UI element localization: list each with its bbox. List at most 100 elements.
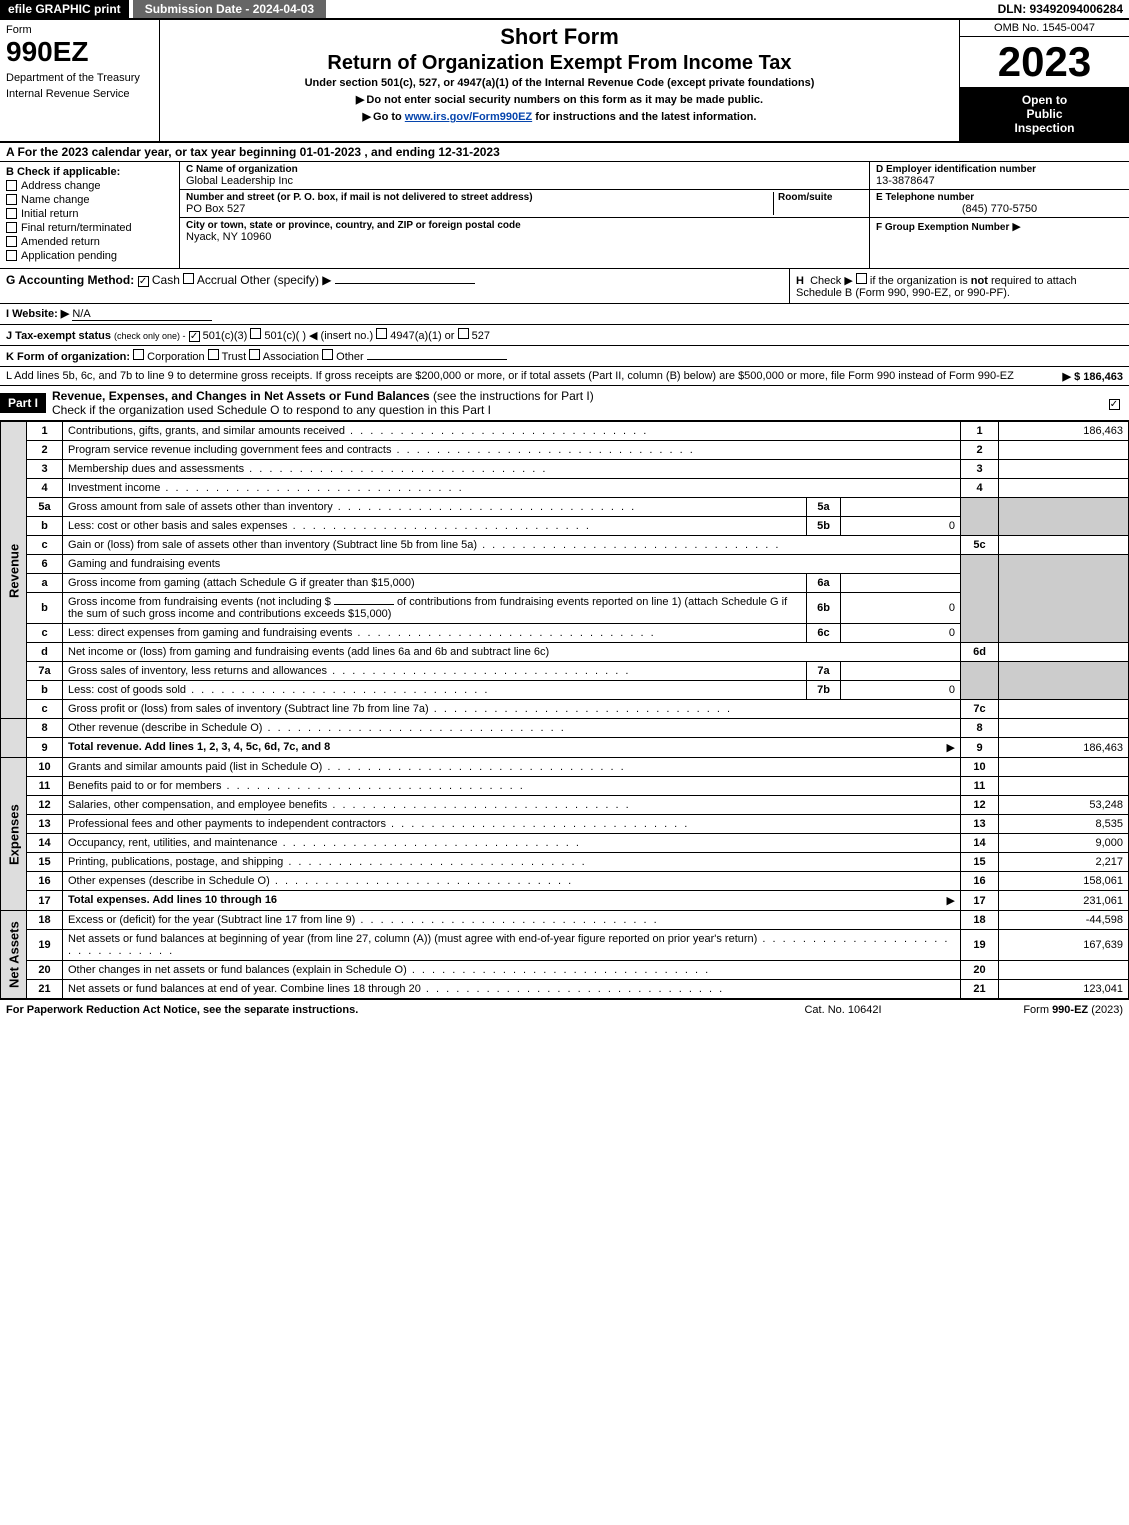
line-17-num: 17 (27, 891, 63, 911)
other-specify-input[interactable] (335, 283, 475, 284)
goto-pre: Go to (373, 111, 405, 123)
label-city: City or town, state or province, country… (186, 220, 863, 231)
open-line2: Public (964, 107, 1125, 121)
footer-form-pre: Form (1023, 1004, 1052, 1016)
line-20-desc: Other changes in net assets or fund bala… (68, 964, 710, 976)
row-k-form-of-org: K Form of organization: Corporation Trus… (0, 346, 1129, 367)
line-5b-iamt: 0 (841, 517, 961, 536)
line-19-amt: 167,639 (999, 930, 1129, 961)
checkbox-4947a1[interactable] (376, 328, 387, 339)
checkbox-schedule-o-used[interactable] (1109, 399, 1120, 410)
other-org-input[interactable] (367, 359, 507, 360)
checkbox-association[interactable] (249, 349, 260, 360)
section-b-c-d-e-f: B Check if applicable: Address change Na… (0, 162, 1129, 269)
line-10-amt (999, 758, 1129, 777)
line-14-amt: 9,000 (999, 834, 1129, 853)
line-14-box: 14 (961, 834, 999, 853)
open-line1: Open to (964, 93, 1125, 107)
line-18-amt: -44,598 (999, 911, 1129, 930)
line-2-amt (999, 441, 1129, 460)
label-address-change: Address change (21, 180, 101, 192)
line-6c-ibox: 6c (807, 624, 841, 643)
open-line3: Inspection (964, 121, 1125, 135)
line-12-box: 12 (961, 796, 999, 815)
line-16-box: 16 (961, 872, 999, 891)
line-4-num: 4 (27, 479, 63, 498)
label-other-specify: Other (specify) ▶ (240, 273, 331, 287)
line-17-desc: Total expenses. Add lines 10 through 16 (68, 894, 277, 906)
ssn-warning: Do not enter social security numbers on … (168, 93, 951, 106)
checkbox-527[interactable] (458, 328, 469, 339)
line-6b-blank[interactable] (334, 604, 394, 605)
label-group-exemption: F Group Exemption Number (876, 222, 1009, 233)
line-9-arrow: ▶ (947, 741, 955, 754)
checkbox-501c3[interactable] (189, 331, 200, 342)
row-g-accounting: G Accounting Method: Cash Accrual Other … (0, 269, 789, 303)
header-right: OMB No. 1545-0047 2023 Open to Public In… (959, 20, 1129, 141)
line-6d-box: 6d (961, 643, 999, 662)
checkbox-other-org[interactable] (322, 349, 333, 360)
line-3-box: 3 (961, 460, 999, 479)
checkbox-initial-return[interactable] (6, 208, 17, 219)
h-check-text: Check ▶ (810, 275, 853, 287)
line-4-amt (999, 479, 1129, 498)
line-13-amt: 8,535 (999, 815, 1129, 834)
line-11-box: 11 (961, 777, 999, 796)
row-i-website: I Website: ▶ N/A (0, 304, 1129, 325)
label-amended-return: Amended return (21, 236, 100, 248)
line-3-amt (999, 460, 1129, 479)
checkbox-accrual[interactable] (183, 273, 194, 284)
checkbox-corporation[interactable] (133, 349, 144, 360)
line-7b-iamt: 0 (841, 681, 961, 700)
line-6b-desc-wrap: Gross income from fundraising events (no… (63, 593, 807, 624)
line-16-amt: 158,061 (999, 872, 1129, 891)
form-header: Form 990EZ Department of the Treasury In… (0, 20, 1129, 143)
line-18-box: 18 (961, 911, 999, 930)
line-6-desc: Gaming and fundraising events (63, 555, 961, 574)
label-accounting-method: G Accounting Method: (6, 273, 134, 287)
checkbox-trust[interactable] (208, 349, 219, 360)
checkbox-address-change[interactable] (6, 180, 17, 191)
checkbox-application-pending[interactable] (6, 250, 17, 261)
label-form-of-org: K Form of organization: (6, 351, 130, 363)
dept-irs: Internal Revenue Service (6, 88, 153, 100)
subtitle: Under section 501(c), 527, or 4947(a)(1)… (168, 77, 951, 89)
line-1-box: 1 (961, 422, 999, 441)
irs-link[interactable]: www.irs.gov/Form990EZ (405, 111, 532, 123)
line-14-num: 14 (27, 834, 63, 853)
line-1-desc: Contributions, gifts, grants, and simila… (68, 425, 648, 437)
label-final-return: Final return/terminated (21, 222, 132, 234)
checkbox-final-return[interactable] (6, 222, 17, 233)
line-7b-ibox: 7b (807, 681, 841, 700)
line-7c-num: c (27, 700, 63, 719)
line-8-amt (999, 719, 1129, 738)
line-9-num: 9 (27, 738, 63, 758)
line-5c-box: 5c (961, 536, 999, 555)
label-name-change: Name change (21, 194, 90, 206)
checkbox-cash[interactable] (138, 276, 149, 287)
shade-7ab-amt (999, 662, 1129, 700)
line-6b-iamt: 0 (841, 593, 961, 624)
line-8-box: 8 (961, 719, 999, 738)
org-name: Global Leadership Inc (186, 175, 863, 187)
checkbox-501c[interactable] (250, 328, 261, 339)
submission-date: Submission Date - 2024-04-03 (133, 0, 326, 18)
h-text2: if the organization is (870, 275, 971, 287)
line-7b-desc: Less: cost of goods sold (68, 684, 489, 696)
line-6b-desc1: Gross income from fundraising events (no… (68, 596, 331, 608)
checkbox-amended-return[interactable] (6, 236, 17, 247)
row-l-text: L Add lines 5b, 6c, and 7b to line 9 to … (6, 370, 1014, 382)
line-20-num: 20 (27, 961, 63, 980)
line-7c-amt (999, 700, 1129, 719)
checkbox-name-change[interactable] (6, 194, 17, 205)
line-6a-iamt (841, 574, 961, 593)
line-2-desc: Program service revenue including govern… (68, 444, 695, 456)
line-8-desc: Other revenue (describe in Schedule O) (68, 722, 566, 734)
line-5c-amt (999, 536, 1129, 555)
line-5b-num: b (27, 517, 63, 536)
label-527: 527 (472, 330, 490, 342)
dept-treasury: Department of the Treasury (6, 72, 153, 84)
line-10-box: 10 (961, 758, 999, 777)
checkbox-schedule-b-not-required[interactable] (856, 273, 867, 284)
line-6c-num: c (27, 624, 63, 643)
